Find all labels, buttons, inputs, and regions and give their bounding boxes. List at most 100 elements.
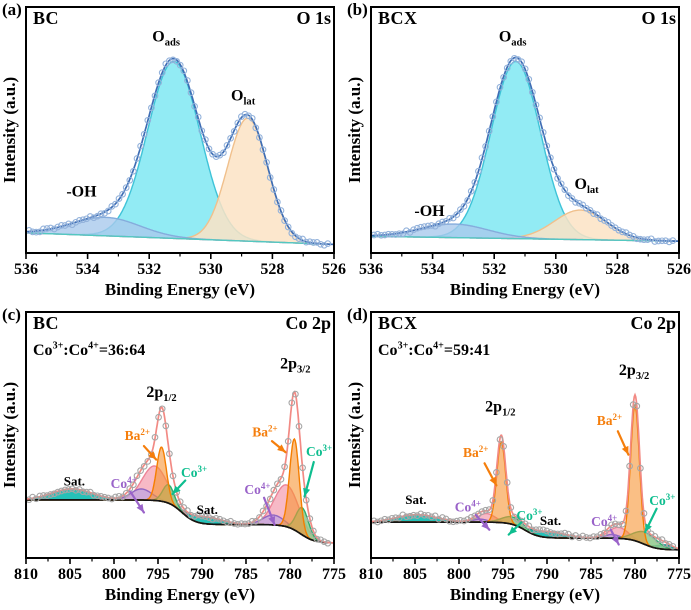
label-Sat.: Sat.: [64, 474, 85, 489]
x-tick-label: 785: [579, 566, 603, 583]
x-axis-title: Binding Energy (eV): [104, 280, 256, 299]
panel-a: Oads Olat -OH 536 534 532 530 528 526 (a) BC O 1…: [0, 0, 346, 305]
x-tick-label: 795: [146, 566, 170, 583]
x-tick-label: 526: [667, 261, 691, 278]
x-axis-title: Binding Energy (eV): [104, 585, 256, 604]
label-Ba: Ba2+: [252, 423, 277, 439]
x-axis-ticks: [370, 558, 680, 564]
arrowhead: [136, 503, 144, 513]
label-Co: Co3+: [516, 507, 542, 523]
label-Co: Co4+: [244, 481, 270, 497]
label-O: Oads: [152, 29, 180, 49]
x-tick-label: 785: [234, 566, 258, 583]
x-tick-label: 530: [544, 261, 568, 278]
plot-curves: [371, 392, 679, 551]
fit-envelope: [371, 392, 679, 550]
fit-envelope: [26, 390, 334, 544]
plot-curves: [26, 56, 334, 249]
x-tick-label: 526: [322, 261, 346, 278]
x-tick-label: 780: [278, 566, 302, 583]
label-Co: Co4+: [111, 475, 137, 491]
x-tick-label: 800: [102, 566, 126, 583]
panel-d-plot: 2p1/2 2p3/2 Sat. Sat. Ba2+ Co4+ Co3+ Ba2+ Co4+ Co…: [359, 311, 691, 583]
label-2p: 2p1/2: [485, 399, 515, 419]
component-O_ads: [26, 60, 334, 246]
panel-b-plot: Oads Olat -OH 536 534 532 530 528 526: [359, 6, 691, 278]
label--OH: -OH: [414, 203, 445, 220]
panel-letter: (c): [2, 305, 21, 324]
x-tick-label: 530: [199, 261, 223, 278]
spectrum-label: O 1s: [641, 8, 676, 28]
arrowhead: [148, 451, 157, 460]
sample-label: BCX: [378, 313, 418, 333]
plot-curves: [26, 390, 334, 547]
label-Co: Co3+: [181, 464, 207, 480]
x-tick-label: 790: [190, 566, 214, 583]
arrowhead: [303, 487, 311, 497]
data-points: [371, 54, 677, 246]
label-O: Olat: [231, 88, 256, 108]
label-2p: 2p1/2: [146, 384, 176, 404]
sample-label: BC: [33, 8, 60, 28]
spectrum-label: Co 2p: [630, 313, 676, 333]
x-axis-ticks: [25, 253, 335, 259]
x-tick-label: 810: [359, 566, 383, 583]
co-ratio-label: Co3+:Co4+=59:41: [378, 340, 491, 359]
arrowhead: [621, 445, 629, 455]
data-points: [26, 56, 332, 249]
baseline: [371, 521, 679, 551]
x-tick-label: 790: [535, 566, 559, 583]
label-Sat.: Sat.: [540, 513, 561, 528]
label-Ba: Ba2+: [597, 412, 622, 428]
co-ratio-label: Co3+:Co4+=36:64: [33, 340, 146, 359]
sample-label: BCX: [378, 8, 418, 28]
y-axis-title: Intensity (a.u.): [0, 381, 19, 489]
label-O: Olat: [575, 176, 600, 196]
x-tick-label: 800: [447, 566, 471, 583]
panel-letter: (a): [2, 0, 22, 19]
x-tick-label: 528: [605, 261, 629, 278]
y-axis-title: Intensity (a.u.): [345, 381, 364, 489]
x-tick-label: 805: [403, 566, 427, 583]
panel-letter: (b): [347, 0, 368, 19]
panel-letter: (d): [347, 305, 368, 324]
label-Ba: Ba2+: [463, 444, 488, 460]
x-tick-label: 805: [58, 566, 82, 583]
label-2p: 2p3/2: [619, 362, 649, 382]
y-axis-title: Intensity (a.u.): [0, 76, 19, 184]
arrowhead: [645, 523, 652, 533]
arrowhead: [277, 444, 286, 453]
x-tick-label: 534: [421, 261, 445, 278]
arrowhead: [481, 521, 490, 530]
spectrum-label: O 1s: [296, 8, 331, 28]
label-Sat.: Sat.: [197, 502, 218, 517]
x-axis-ticks: [25, 558, 335, 564]
panel-b: Oads Olat -OH 536 534 532 530 528 526 (b) BCX O …: [345, 0, 691, 305]
x-tick-label: 536: [359, 261, 383, 278]
label-2p: 2p3/2: [280, 356, 310, 376]
baseline: [26, 232, 334, 246]
spectrum-label: Co 2p: [285, 313, 331, 333]
x-axis-title: Binding Energy (eV): [449, 585, 601, 604]
label-Co: Co4+: [591, 513, 617, 529]
x-tick-label: 775: [322, 566, 346, 583]
x-tick-label: 536: [14, 261, 38, 278]
label-Co: Co3+: [649, 492, 675, 508]
y-axis-title: Intensity (a.u.): [345, 76, 364, 184]
arrowhead: [611, 535, 619, 545]
baseline: [371, 235, 679, 242]
x-axis-ticks: [370, 253, 680, 259]
x-axis-title: Binding Energy (eV): [449, 280, 601, 299]
x-tick-label: 534: [76, 261, 100, 278]
x-tick-label: 775: [667, 566, 691, 583]
sample-label: BC: [33, 313, 60, 333]
data-points: [371, 401, 677, 550]
x-tick-label: 532: [482, 261, 506, 278]
x-tick-label: 528: [260, 261, 284, 278]
data-points: [26, 390, 332, 547]
label-Ba: Ba2+: [125, 427, 150, 443]
arrowhead: [489, 476, 497, 486]
arrowhead: [172, 485, 181, 495]
panel-d: 2p1/2 2p3/2 Sat. Sat. Ba2+ Co4+ Co3+ Ba2+ Co4+ Co…: [345, 305, 691, 610]
panel-a-plot: Oads Olat -OH 536 534 532 530 528 526: [14, 6, 346, 278]
